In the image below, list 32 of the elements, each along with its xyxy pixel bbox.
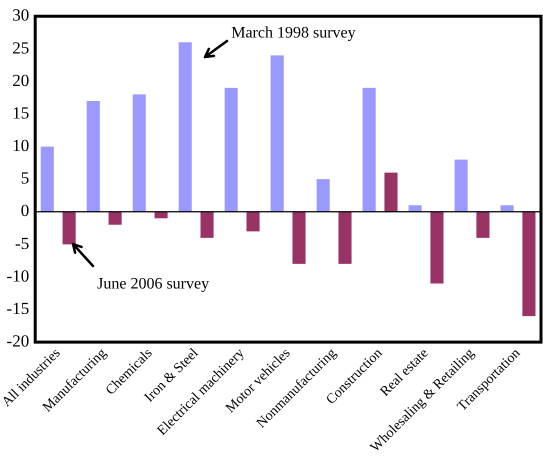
bar — [108, 212, 122, 225]
bar — [316, 179, 330, 212]
bar — [270, 55, 284, 212]
bar — [384, 172, 398, 212]
y-tick-label: 10 — [12, 136, 30, 156]
y-tick-label: 20 — [12, 70, 30, 90]
bar — [178, 42, 192, 212]
bar — [62, 212, 76, 244]
bar — [40, 146, 54, 212]
y-tick-label: -10 — [6, 266, 30, 286]
bar — [454, 160, 468, 212]
bar — [200, 212, 214, 238]
y-tick-label: -20 — [6, 332, 30, 351]
bar — [430, 212, 444, 284]
bar — [224, 88, 238, 212]
bar — [86, 100, 100, 212]
bar — [246, 212, 260, 232]
y-tick-label: -15 — [6, 299, 30, 318]
y-tick-label: 15 — [12, 103, 30, 122]
y-tick-label: -5 — [15, 234, 30, 253]
y-tick-label: 5 — [20, 168, 30, 188]
y-tick-label: 30 — [12, 6, 30, 25]
bar — [362, 88, 376, 212]
series-label: March 1998 survey — [231, 24, 356, 42]
y-tick-label: 0 — [20, 201, 30, 220]
text: June 2006 survey — [97, 276, 210, 293]
bar — [476, 212, 490, 238]
bar — [292, 212, 306, 264]
bar — [338, 212, 352, 264]
bar — [522, 212, 536, 316]
bar — [132, 94, 146, 212]
y-tick-label: 25 — [12, 38, 30, 58]
